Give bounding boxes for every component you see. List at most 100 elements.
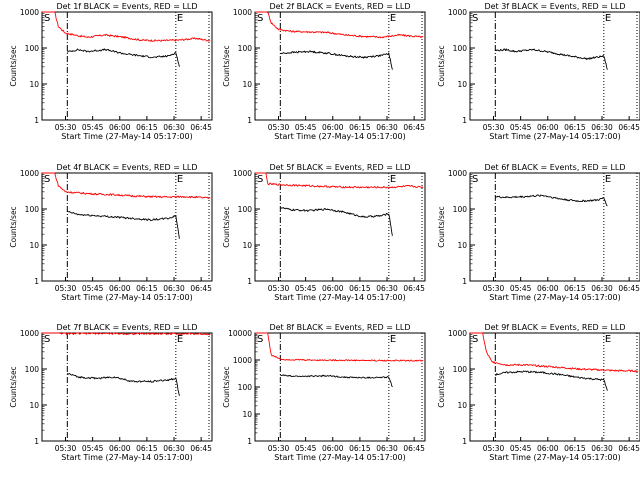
events-series-line: [495, 194, 608, 207]
start-marker-label: S: [257, 334, 263, 345]
events-series-line: [495, 370, 608, 391]
x-tick-label: 06:15: [564, 284, 586, 293]
start-marker-label: S: [472, 13, 478, 24]
x-tick-label: 06:00: [322, 284, 344, 293]
y-tick-label: 10: [457, 80, 467, 89]
end-marker-label: E: [605, 13, 611, 24]
y-axis-label: Counts/sec: [9, 206, 18, 247]
start-marker-label: S: [257, 13, 263, 24]
y-tick-label: 1: [247, 116, 252, 125]
detector-panel-3: Det 3f BLACK = Events, RED = LLD 1 10 100 10…: [437, 2, 640, 141]
y-tick-label: 100: [25, 205, 40, 214]
panel-title: Det 5f BLACK = Events, RED = LLD: [269, 163, 410, 172]
end-marker-label: E: [177, 334, 183, 345]
x-axis-label: Start Time (27-May-14 05:17:00): [61, 453, 192, 462]
x-axis-label: Start Time (27-May-14 05:17:00): [274, 293, 405, 302]
events-series-line: [279, 374, 393, 388]
x-tick-label: 06:45: [190, 284, 212, 293]
x-tick-label: 06:15: [564, 444, 586, 453]
y-tick-label: 1000: [20, 169, 39, 178]
y-tick-label: 100: [25, 44, 40, 53]
events-series-line: [280, 50, 393, 70]
y-tick-label: 1000: [233, 169, 252, 178]
y-tick-label: 10: [29, 241, 39, 250]
events-series-line: [66, 48, 180, 67]
y-axis-label: Counts/sec: [222, 45, 231, 86]
x-tick-label: 06:30: [163, 444, 185, 453]
x-tick-label: 06:00: [537, 123, 559, 132]
x-tick-label: 05:45: [295, 284, 317, 293]
events-series-line: [280, 207, 393, 236]
detector-panel-6: Det 6f BLACK = Events, RED = LLD 1 10 100 10…: [437, 163, 640, 302]
panel-title: Det 8f BLACK = Events, RED = LLD: [269, 323, 410, 332]
start-marker-label: S: [472, 334, 478, 345]
panel-title: Det 6f BLACK = Events, RED = LLD: [484, 163, 625, 172]
panel-title: Det 9f BLACK = Events, RED = LLD: [484, 323, 625, 332]
lld-series-line: [42, 172, 211, 199]
detector-panel-7: Det 7f BLACK = Events, RED = LLD 1 10 100 10…: [9, 323, 213, 462]
x-tick-label: 06:15: [349, 444, 371, 453]
x-tick-label: 05:45: [82, 284, 104, 293]
y-tick-label: 1: [34, 437, 39, 446]
x-tick-label: 06:00: [109, 284, 131, 293]
y-axis-label: Counts/sec: [437, 366, 446, 407]
panel-title: Det 2f BLACK = Events, RED = LLD: [269, 2, 410, 11]
end-marker-label: E: [605, 334, 611, 345]
x-tick-label: 05:45: [510, 284, 532, 293]
detector-panel-9: Det 9f BLACK = Events, RED = LLD 1 10 100 10…: [437, 323, 640, 462]
x-tick-label: 06:15: [136, 444, 158, 453]
y-tick-label: 1: [462, 277, 467, 286]
lld-series-line: [42, 332, 211, 336]
x-tick-label: 06:30: [376, 444, 398, 453]
y-tick-label: 100: [453, 205, 468, 214]
start-marker-label: S: [257, 174, 263, 185]
x-axis-label: Start Time (27-May-14 05:17:00): [274, 453, 405, 462]
x-tick-label: 06:45: [618, 444, 640, 453]
x-tick-label: 06:30: [376, 123, 398, 132]
y-tick-label: 100: [453, 44, 468, 53]
panel-title: Det 3f BLACK = Events, RED = LLD: [484, 2, 625, 11]
detector-panel-5: Det 5f BLACK = Events, RED = LLD 1 10 100 10…: [222, 163, 426, 302]
x-axis-label: Start Time (27-May-14 05:17:00): [61, 293, 192, 302]
x-axis-label: Start Time (27-May-14 05:17:00): [489, 293, 620, 302]
x-tick-label: 06:15: [564, 123, 586, 132]
x-tick-label: 06:00: [109, 123, 131, 132]
plot-frame: [469, 11, 640, 121]
x-tick-label: 06:00: [537, 284, 559, 293]
x-tick-label: 05:30: [483, 444, 505, 453]
lld-series-line: [470, 332, 639, 373]
end-marker-label: E: [177, 13, 183, 24]
plot-frame: [254, 172, 426, 282]
end-marker-label: E: [390, 13, 396, 24]
y-tick-label: 1000: [448, 329, 467, 338]
x-tick-label: 05:45: [82, 444, 104, 453]
x-tick-label: 06:00: [537, 444, 559, 453]
y-tick-label: 100: [25, 365, 40, 374]
y-axis-label: Counts/sec: [437, 45, 446, 86]
y-tick-label: 10: [29, 401, 39, 410]
x-tick-label: 06:45: [618, 284, 640, 293]
y-axis-label: Counts/sec: [9, 366, 18, 407]
x-tick-label: 05:30: [55, 123, 77, 132]
panel-title: Det 1f BLACK = Events, RED = LLD: [56, 2, 197, 11]
x-axis-label: Start Time (27-May-14 05:17:00): [274, 132, 405, 141]
y-tick-label: 1: [247, 437, 252, 446]
y-tick-label: 1000: [20, 329, 39, 338]
plot-frame: [469, 332, 640, 442]
y-axis-label: Counts/sec: [222, 366, 231, 407]
end-marker-label: E: [177, 174, 183, 185]
plot-frame: [469, 172, 640, 282]
lld-series-line: [255, 332, 424, 362]
detector-panel-1: Det 1f BLACK = Events, RED = LLD 1 10 100 10…: [9, 2, 213, 141]
end-marker-label: E: [390, 334, 396, 345]
detector-panel-4: Det 4f BLACK = Events, RED = LLD 1 10 100 10…: [9, 163, 213, 302]
end-marker-label: E: [390, 174, 396, 185]
plot-frame: [41, 11, 213, 121]
x-tick-label: 05:30: [55, 444, 77, 453]
events-series-line: [66, 210, 180, 239]
x-tick-label: 06:30: [591, 284, 613, 293]
start-marker-label: S: [44, 13, 50, 24]
x-tick-label: 05:45: [510, 444, 532, 453]
